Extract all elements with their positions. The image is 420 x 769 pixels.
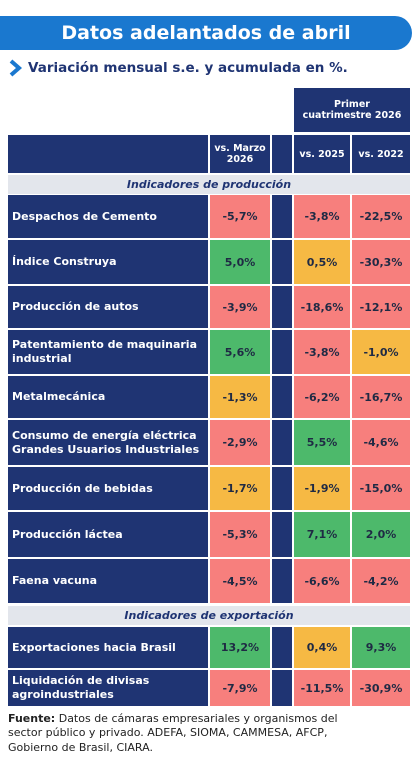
row-label: Consumo de energía eléctrica Grandes Usu…	[8, 420, 208, 465]
value-cell: -30,3%	[352, 240, 410, 284]
value-cell: -30,9%	[352, 670, 410, 706]
value-cell: 9,3%	[352, 627, 410, 668]
header-cell	[8, 135, 208, 173]
source-text: Datos de cámaras empresariales y organis…	[8, 712, 338, 754]
value-cell: -1,7%	[210, 467, 270, 510]
chevron-icon	[9, 59, 23, 77]
column-header: vs. 2025	[294, 135, 350, 173]
row-label: Despachos de Cemento	[8, 195, 208, 238]
spacer-cell	[272, 670, 292, 706]
value-cell: 2,0%	[352, 512, 410, 557]
value-cell: 0,4%	[294, 627, 350, 668]
row-label: Liquidación de divisas agroindustriales	[8, 670, 208, 706]
value-cell: -1,3%	[210, 376, 270, 418]
value-cell: 5,6%	[210, 330, 270, 374]
row-label: Exportaciones hacia Brasil	[8, 627, 208, 668]
row-label: Producción de autos	[8, 286, 208, 328]
column-group-header: Primer cuatrimestre 2026	[294, 88, 410, 132]
spacer-cell	[272, 376, 292, 418]
row-label: Faena vacuna	[8, 559, 208, 603]
value-cell: -22,5%	[352, 195, 410, 238]
value-cell: -6,6%	[294, 559, 350, 603]
value-cell: -3,8%	[294, 195, 350, 238]
value-cell: -1,0%	[352, 330, 410, 374]
value-cell: -5,7%	[210, 195, 270, 238]
row-label: Producción de bebidas	[8, 467, 208, 510]
source-note: Fuente: Datos de cámaras empresariales y…	[8, 712, 368, 755]
spacer-cell	[272, 330, 292, 374]
value-cell: -5,3%	[210, 512, 270, 557]
value-cell: -18,6%	[294, 286, 350, 328]
value-cell: 13,2%	[210, 627, 270, 668]
subtitle: Variación mensual s.e. y acumulada en %.	[28, 60, 348, 76]
row-label: Producción láctea	[8, 512, 208, 557]
row-label: Metalmecánica	[8, 376, 208, 418]
column-header: vs. Marzo 2026	[210, 135, 270, 173]
title-banner: Datos adelantados de abril	[0, 16, 412, 50]
value-cell: -11,5%	[294, 670, 350, 706]
value-cell: -3,8%	[294, 330, 350, 374]
value-cell: -7,9%	[210, 670, 270, 706]
title: Datos adelantados de abril	[61, 22, 351, 44]
value-cell: -3,9%	[210, 286, 270, 328]
value-cell: 5,0%	[210, 240, 270, 284]
value-cell: -15,0%	[352, 467, 410, 510]
spacer-cell	[272, 559, 292, 603]
spacer-cell	[272, 286, 292, 328]
spacer-cell	[272, 420, 292, 465]
spacer-cell	[272, 512, 292, 557]
value-cell: 0,5%	[294, 240, 350, 284]
value-cell: -1,9%	[294, 467, 350, 510]
section-header: Indicadores de exportación	[8, 606, 410, 625]
column-header: vs. 2022	[352, 135, 410, 173]
value-cell: -4,5%	[210, 559, 270, 603]
value-cell: -6,2%	[294, 376, 350, 418]
value-cell: -16,7%	[352, 376, 410, 418]
value-cell: 5,5%	[294, 420, 350, 465]
row-label: Índice Construya	[8, 240, 208, 284]
section-header: Indicadores de producción	[8, 175, 410, 194]
spacer-cell	[272, 240, 292, 284]
value-cell: -12,1%	[352, 286, 410, 328]
value-cell: 7,1%	[294, 512, 350, 557]
value-cell: -4,6%	[352, 420, 410, 465]
source-label: Fuente:	[8, 712, 56, 725]
value-cell: -4,2%	[352, 559, 410, 603]
spacer-cell	[272, 467, 292, 510]
row-label: Patentamiento de maquinaria industrial	[8, 330, 208, 374]
spacer-cell	[272, 627, 292, 668]
spacer-cell	[272, 195, 292, 238]
value-cell: -2,9%	[210, 420, 270, 465]
header-cell	[272, 135, 292, 173]
